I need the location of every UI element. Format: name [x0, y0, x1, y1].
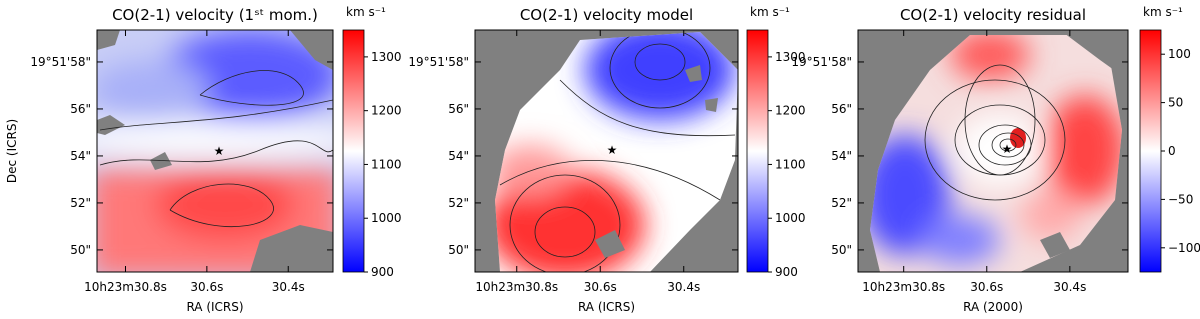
y-tick-label: 56" — [70, 102, 91, 116]
axes-frame — [96, 29, 334, 273]
svg-text:★: ★ — [1002, 142, 1013, 156]
colorbar-tick-label: 1100 — [775, 157, 806, 171]
x-tick-label: 30.4s — [1053, 280, 1086, 294]
y-tick-label: 54" — [70, 149, 91, 163]
axes-frame — [857, 29, 1129, 273]
y-tick-label: 19°51'58" — [791, 55, 852, 69]
y-tick-label: 56" — [448, 102, 469, 116]
x-tick-label: 30.4s — [272, 280, 305, 294]
colorbar-tick-label: 1000 — [775, 211, 806, 225]
colorbar-tick-label: 100 — [1168, 47, 1191, 61]
colorbar-tick-label: 1300 — [775, 50, 806, 64]
colorbar-tick-label: −100 — [1168, 241, 1200, 255]
svg-text:★: ★ — [214, 144, 225, 158]
x-tick-label: 10h23m30.8s — [862, 280, 945, 294]
y-tick-label: 50" — [448, 243, 469, 257]
colorbar-label: km s⁻¹ — [346, 5, 386, 19]
colorbar-tick-label: 0 — [1168, 144, 1176, 158]
y-tick-label: 52" — [70, 196, 91, 210]
y-tick-label: 50" — [831, 243, 852, 257]
y-tick-label: 52" — [448, 196, 469, 210]
colorbar-tick-label: 1200 — [775, 104, 806, 118]
panel-title: CO(2-1) velocity (1ˢᵗ mom.) — [112, 6, 318, 24]
x-tick-label: 10h23m30.8s — [475, 280, 558, 294]
x-axis-label: RA (2000) — [963, 300, 1023, 314]
model-map: ★ — [475, 30, 738, 272]
x-tick-label: 30.6s — [584, 280, 617, 294]
x-axis-label: RA (ICRS) — [186, 300, 243, 314]
y-tick-label: 19°51'58" — [30, 55, 91, 69]
colorbar — [342, 29, 365, 273]
x-tick-label: 10h23m30.8s — [84, 280, 167, 294]
y-tick-label: 56" — [831, 102, 852, 116]
colorbar-label: km s⁻¹ — [1143, 5, 1183, 19]
colorbar-tick-label: 900 — [371, 265, 394, 279]
colorbar — [1139, 29, 1162, 273]
panel-title: CO(2-1) velocity model — [520, 6, 693, 24]
x-axis-label: RA (ICRS) — [578, 300, 635, 314]
y-tick-label: 52" — [831, 196, 852, 210]
y-tick-label: 54" — [448, 149, 469, 163]
colorbar-tick-label: 1100 — [371, 157, 402, 171]
colorbar-tick-label: 1000 — [371, 211, 402, 225]
axes-frame — [474, 29, 739, 273]
y-tick-label: 54" — [831, 149, 852, 163]
residual-map: ★ — [858, 30, 1128, 272]
y-tick-label: 19°51'58" — [408, 55, 469, 69]
y-axis-label: Dec (ICRS) — [5, 119, 19, 183]
colorbar — [746, 29, 769, 273]
x-tick-label: 30.6s — [970, 280, 1003, 294]
colorbar-tick-label: −50 — [1168, 192, 1193, 206]
colorbar-tick-label: 1200 — [371, 104, 402, 118]
colorbar-tick-label: 900 — [775, 265, 798, 279]
y-tick-label: 50" — [70, 243, 91, 257]
velocity-map: ★ — [97, 30, 333, 272]
colorbar-tick-label: 1300 — [371, 50, 402, 64]
x-tick-label: 30.6s — [190, 280, 223, 294]
panel-title: CO(2-1) velocity residual — [900, 6, 1086, 24]
svg-text:★: ★ — [607, 143, 618, 157]
x-tick-label: 30.4s — [667, 280, 700, 294]
colorbar-label: km s⁻¹ — [750, 5, 790, 19]
colorbar-tick-label: 50 — [1168, 96, 1183, 110]
